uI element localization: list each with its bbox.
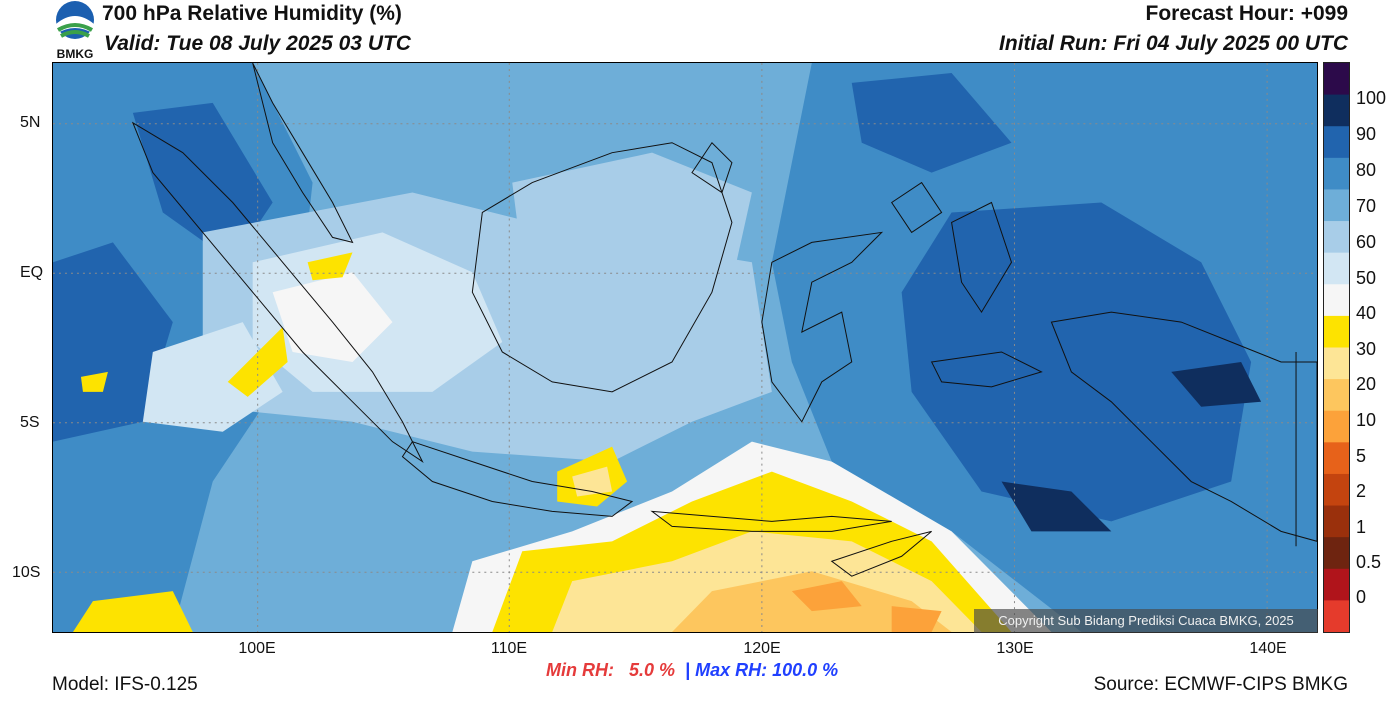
colorbar-swatch: [1324, 315, 1349, 348]
colorbar-swatch: [1324, 537, 1349, 570]
colorbar-swatch: [1324, 189, 1349, 222]
colorbar-swatch: [1324, 473, 1349, 507]
cb-label-80: 80: [1356, 160, 1377, 180]
cb-label-70: 70: [1356, 196, 1377, 216]
lon-label-100e: 100E: [238, 640, 276, 657]
copyright-notice: Copyright Sub Bidang Prediksi Cuaca BMKG…: [974, 609, 1318, 633]
colorbar-swatch: [1324, 347, 1349, 380]
cb-label-0: 0: [1356, 587, 1367, 607]
min-rh-value: 5.0 %: [629, 660, 676, 680]
colorbar-swatch: [1324, 221, 1349, 254]
colorbar-swatch: [1324, 568, 1349, 601]
lon-label-110e: 110E: [490, 640, 528, 657]
initial-run: Initial Run: Fri 04 July 2025 00 UTC: [999, 32, 1348, 55]
lon-label-140e: 140E: [1249, 640, 1287, 657]
min-rh-label: Min RH:: [546, 660, 614, 680]
page-title: 700 hPa Relative Humidity (%): [102, 2, 402, 25]
forecast-hour: Forecast Hour: +099: [1145, 2, 1349, 25]
data-source: Source: ECMWF-CIPS BMKG: [1093, 674, 1348, 695]
colorbar-swatch: [1324, 157, 1349, 190]
lon-label-120e: 120E: [743, 640, 781, 657]
cb-label-0-5: 0.5: [1356, 552, 1382, 572]
cb-label-100: 100: [1356, 88, 1387, 108]
cb-label-40: 40: [1356, 303, 1377, 323]
colorbar-swatch: [1324, 284, 1349, 317]
humidity-map: [52, 62, 1318, 633]
lat-label-eq: EQ: [20, 264, 44, 281]
colorbar-swatch: [1324, 94, 1349, 127]
cb-label-60: 60: [1356, 232, 1377, 252]
cb-label-90: 90: [1356, 124, 1377, 144]
cb-label-2: 2: [1356, 481, 1367, 501]
colorbar-swatch: [1324, 126, 1349, 159]
lat-label-5s: 5S: [20, 414, 40, 431]
lat-label-5n: 5N: [20, 114, 41, 131]
lat-label-10s: 10S: [12, 564, 41, 581]
max-rh-text: Max RH: 100.0 %: [695, 660, 839, 680]
valid-time: Valid: Tue 08 July 2025 03 UTC: [104, 32, 411, 55]
colorbar-swatch: [1324, 442, 1349, 475]
cb-label-5: 5: [1356, 446, 1367, 466]
separator: |: [685, 660, 691, 680]
cb-label-10: 10: [1356, 410, 1377, 430]
cb-label-30: 30: [1356, 339, 1377, 359]
colorbar-swatch: [1324, 379, 1349, 412]
cb-label-1: 1: [1356, 517, 1367, 537]
cb-label-20: 20: [1356, 374, 1377, 394]
lon-label-130e: 130E: [996, 640, 1034, 657]
min-max-readout: Min RH: 5.0 % | Max RH: 100.0 %: [546, 660, 838, 681]
colorbar-swatch: [1324, 252, 1349, 285]
colorbar-swatch: [1324, 505, 1349, 538]
colorbar: [1323, 62, 1350, 633]
colorbar-swatch: [1324, 410, 1349, 443]
logo-text: BMKG: [57, 47, 94, 60]
model-name: Model: IFS-0.125: [52, 674, 198, 695]
colorbar-swatch: [1324, 63, 1349, 96]
cb-label-50: 50: [1356, 268, 1377, 288]
bmkg-logo: BMKG: [56, 1, 94, 60]
colorbar-swatch: [1324, 600, 1349, 632]
